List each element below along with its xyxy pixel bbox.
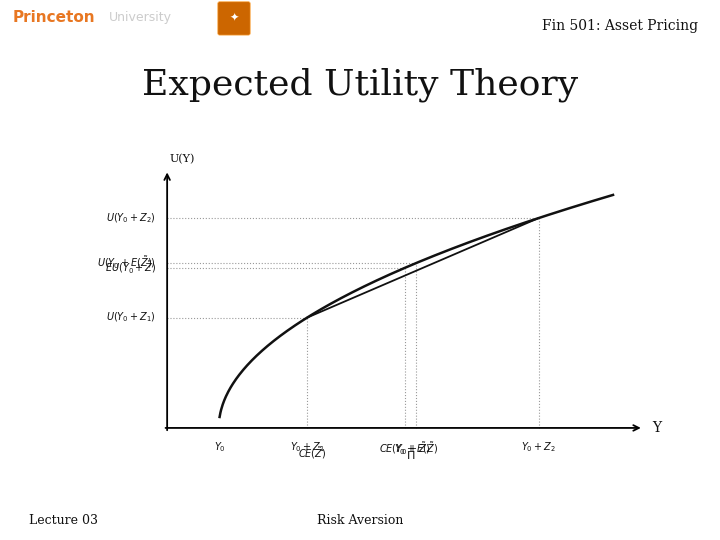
Text: Lecture 03: Lecture 03 <box>29 514 98 526</box>
Text: Princeton: Princeton <box>13 10 96 25</box>
Text: $\Pi$: $\Pi$ <box>406 449 415 461</box>
Text: $EU(Y_0+\tilde{Z})$: $EU(Y_0+\tilde{Z})$ <box>105 260 156 276</box>
Text: University: University <box>109 11 172 24</box>
FancyBboxPatch shape <box>218 2 251 35</box>
Text: $Y_0+E(\tilde{Z})$: $Y_0+E(\tilde{Z})$ <box>395 441 438 457</box>
Text: $Y_0+Z_2$: $Y_0+Z_2$ <box>521 441 556 454</box>
Text: Expected Utility Theory: Expected Utility Theory <box>142 68 578 102</box>
Text: Fin 501: Asset Pricing: Fin 501: Asset Pricing <box>542 19 698 33</box>
Text: $CE(\tilde{Z})$: $CE(\tilde{Z})$ <box>298 445 326 461</box>
Text: $Y_0$: $Y_0$ <box>214 441 225 454</box>
Text: $U(Y_0+Z_2)$: $U(Y_0+Z_2)$ <box>107 211 156 225</box>
Text: Risk Aversion: Risk Aversion <box>317 514 403 526</box>
Text: $U(Y_0+Z_1)$: $U(Y_0+Z_1)$ <box>107 311 156 325</box>
Text: $CE(Y_0+\tilde{Z})$: $CE(Y_0+\tilde{Z})$ <box>379 441 431 457</box>
Text: ✦: ✦ <box>229 12 239 23</box>
Text: $U(Y_0+E(\tilde{Z}))$: $U(Y_0+E(\tilde{Z}))$ <box>97 255 156 271</box>
Text: Y: Y <box>652 421 662 435</box>
Text: U(Y): U(Y) <box>169 154 194 165</box>
Text: $Y_0+Z_1$: $Y_0+Z_1$ <box>289 441 325 454</box>
